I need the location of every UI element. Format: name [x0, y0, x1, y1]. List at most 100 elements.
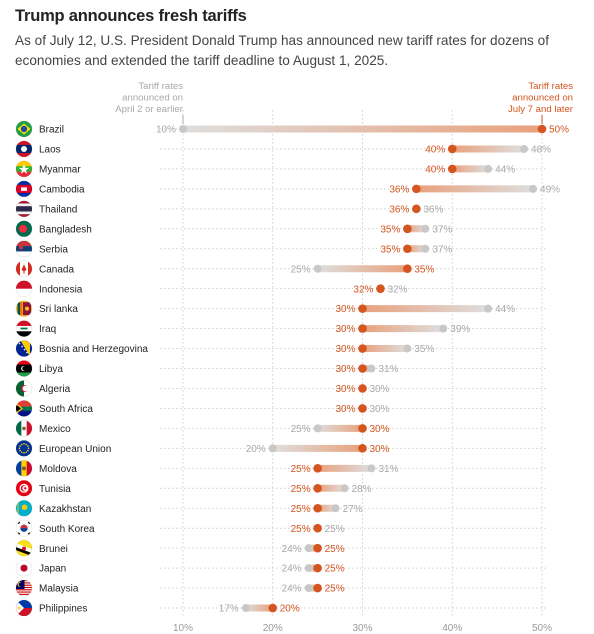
header-old-line: Tariff rates: [138, 81, 183, 92]
new-rate-label: 30%: [370, 424, 390, 435]
old-rate-dot: [331, 504, 340, 513]
country-label: Iraq: [39, 324, 56, 335]
new-rate-label: 35%: [380, 224, 400, 235]
old-rate-dot: [313, 264, 322, 273]
new-rate-dot: [313, 543, 322, 553]
country-label: Kazakhstan: [39, 504, 91, 515]
new-rate-label: 25%: [325, 564, 345, 575]
x-axis-ticks: 10% 20% 30% 40% 50%: [173, 623, 552, 634]
new-rate-label: 30%: [335, 304, 355, 315]
new-rate-dot: [313, 583, 322, 593]
flag-icon: [16, 420, 32, 437]
old-rate-dot: [241, 604, 250, 613]
chart-row: Philippines 17% 20%: [15, 599, 548, 617]
old-rate-label: 27%: [343, 504, 363, 515]
new-rate-label: 25%: [291, 464, 311, 475]
chart-row: European Union 20% 30%: [15, 440, 548, 457]
flag-icon: [16, 440, 32, 457]
country-label: Japan: [39, 564, 66, 575]
new-rate-label: 25%: [325, 584, 345, 595]
old-rate-label: 37%: [432, 224, 452, 235]
flag-icon: [16, 560, 32, 577]
new-rate-dot: [313, 523, 322, 533]
new-rate-dot: [412, 184, 421, 194]
flag-icon: [16, 300, 32, 317]
new-rate-label: 25%: [291, 504, 311, 515]
flag-icon: [16, 320, 32, 337]
flag-icon: [16, 520, 32, 537]
old-rate-dot: [520, 144, 529, 153]
chart-row: Moldova 31% 25%: [15, 460, 548, 477]
flag-icon: [16, 540, 32, 557]
old-rate-label: 31%: [378, 464, 398, 475]
old-rate-label: 32%: [387, 284, 407, 295]
chart-row: South Africa 30% 30%: [15, 400, 548, 417]
new-rate-dot: [358, 384, 367, 393]
chart-rows: Brazil 10% 50% Laos 48% 40% Myanmar 44% 40% Cambo…: [15, 120, 569, 617]
new-rate-dot: [313, 503, 322, 513]
old-rate-label: 44%: [495, 304, 515, 315]
chart-row: Mexico 25% 30%: [15, 420, 548, 437]
chart-row: Libya 31% 30%: [15, 360, 548, 377]
new-rate-dot: [412, 204, 421, 214]
flag-icon: [16, 380, 32, 397]
new-rate-label: 25%: [325, 544, 345, 555]
flag-icon: [16, 200, 32, 217]
chart-row: Bosnia and Herzegovina 35% 30%: [15, 340, 548, 357]
new-rate-label: 50%: [549, 125, 569, 136]
old-rate-label: 35%: [414, 344, 434, 355]
flag-icon: [16, 121, 32, 137]
flag-icon: [16, 220, 32, 237]
new-rate-dot: [358, 324, 367, 333]
old-rate-dot: [367, 364, 376, 373]
old-rate-label: 24%: [282, 544, 302, 555]
x-tick-label: 10%: [173, 623, 193, 634]
old-rate-label: 31%: [378, 364, 398, 375]
header-old-line: April 2 or earlier: [115, 104, 184, 115]
flag-icon: [16, 340, 32, 357]
old-rate-label: 48%: [531, 145, 551, 156]
chart-row: Sri lanka 44% 30%: [15, 300, 548, 317]
new-rate-label: 30%: [370, 444, 390, 455]
country-label: Serbia: [39, 244, 68, 255]
old-rate-dot: [367, 464, 376, 473]
new-rate-label: 35%: [414, 264, 434, 275]
old-rate-dot: [179, 125, 187, 133]
flag-icon: [16, 600, 32, 617]
chart-row: Brunei 24% 25%: [15, 539, 548, 557]
chart-row: Serbia 37% 35%: [15, 240, 548, 258]
new-rate-dot: [403, 244, 412, 254]
chart-row: Cambodia 49% 36%: [15, 180, 560, 198]
chart-row: South Korea 25% 25%: [15, 519, 548, 537]
flag-icon: [16, 280, 32, 297]
new-rate-label: 36%: [389, 184, 409, 195]
chart-row: Kazakhstan 27% 25%: [15, 499, 548, 517]
new-rate-label: 20%: [280, 604, 300, 615]
country-label: Thailand: [39, 204, 77, 215]
old-rate-label: 25%: [291, 264, 311, 275]
new-rate-dot: [358, 364, 367, 373]
header-new-line: July 7 and later: [508, 104, 574, 115]
new-rate-label: 32%: [353, 284, 373, 295]
country-label: Canada: [39, 264, 74, 275]
new-rate-dot: [313, 483, 322, 493]
country-label: Algeria: [39, 384, 71, 395]
header-new-line: Tariff rates: [528, 81, 573, 92]
new-rate-dot: [376, 284, 385, 293]
country-label: Myanmar: [39, 165, 81, 176]
country-label: South Korea: [39, 524, 95, 535]
flag-icon: [16, 240, 32, 257]
chart-subtitle: As of July 12, U.S. President Donald Tru…: [15, 33, 549, 68]
flag-icon: [16, 140, 32, 157]
old-rate-label: 25%: [325, 524, 345, 535]
country-label: Laos: [39, 145, 61, 156]
flag-icon: [16, 400, 32, 417]
country-label: Sri lanka: [39, 304, 78, 315]
old-rate-label: 28%: [352, 484, 372, 495]
old-rate-dot: [484, 164, 493, 173]
country-label: Cambodia: [39, 184, 85, 195]
new-rate-label: 30%: [335, 404, 355, 415]
new-rate-label: 35%: [380, 244, 400, 255]
